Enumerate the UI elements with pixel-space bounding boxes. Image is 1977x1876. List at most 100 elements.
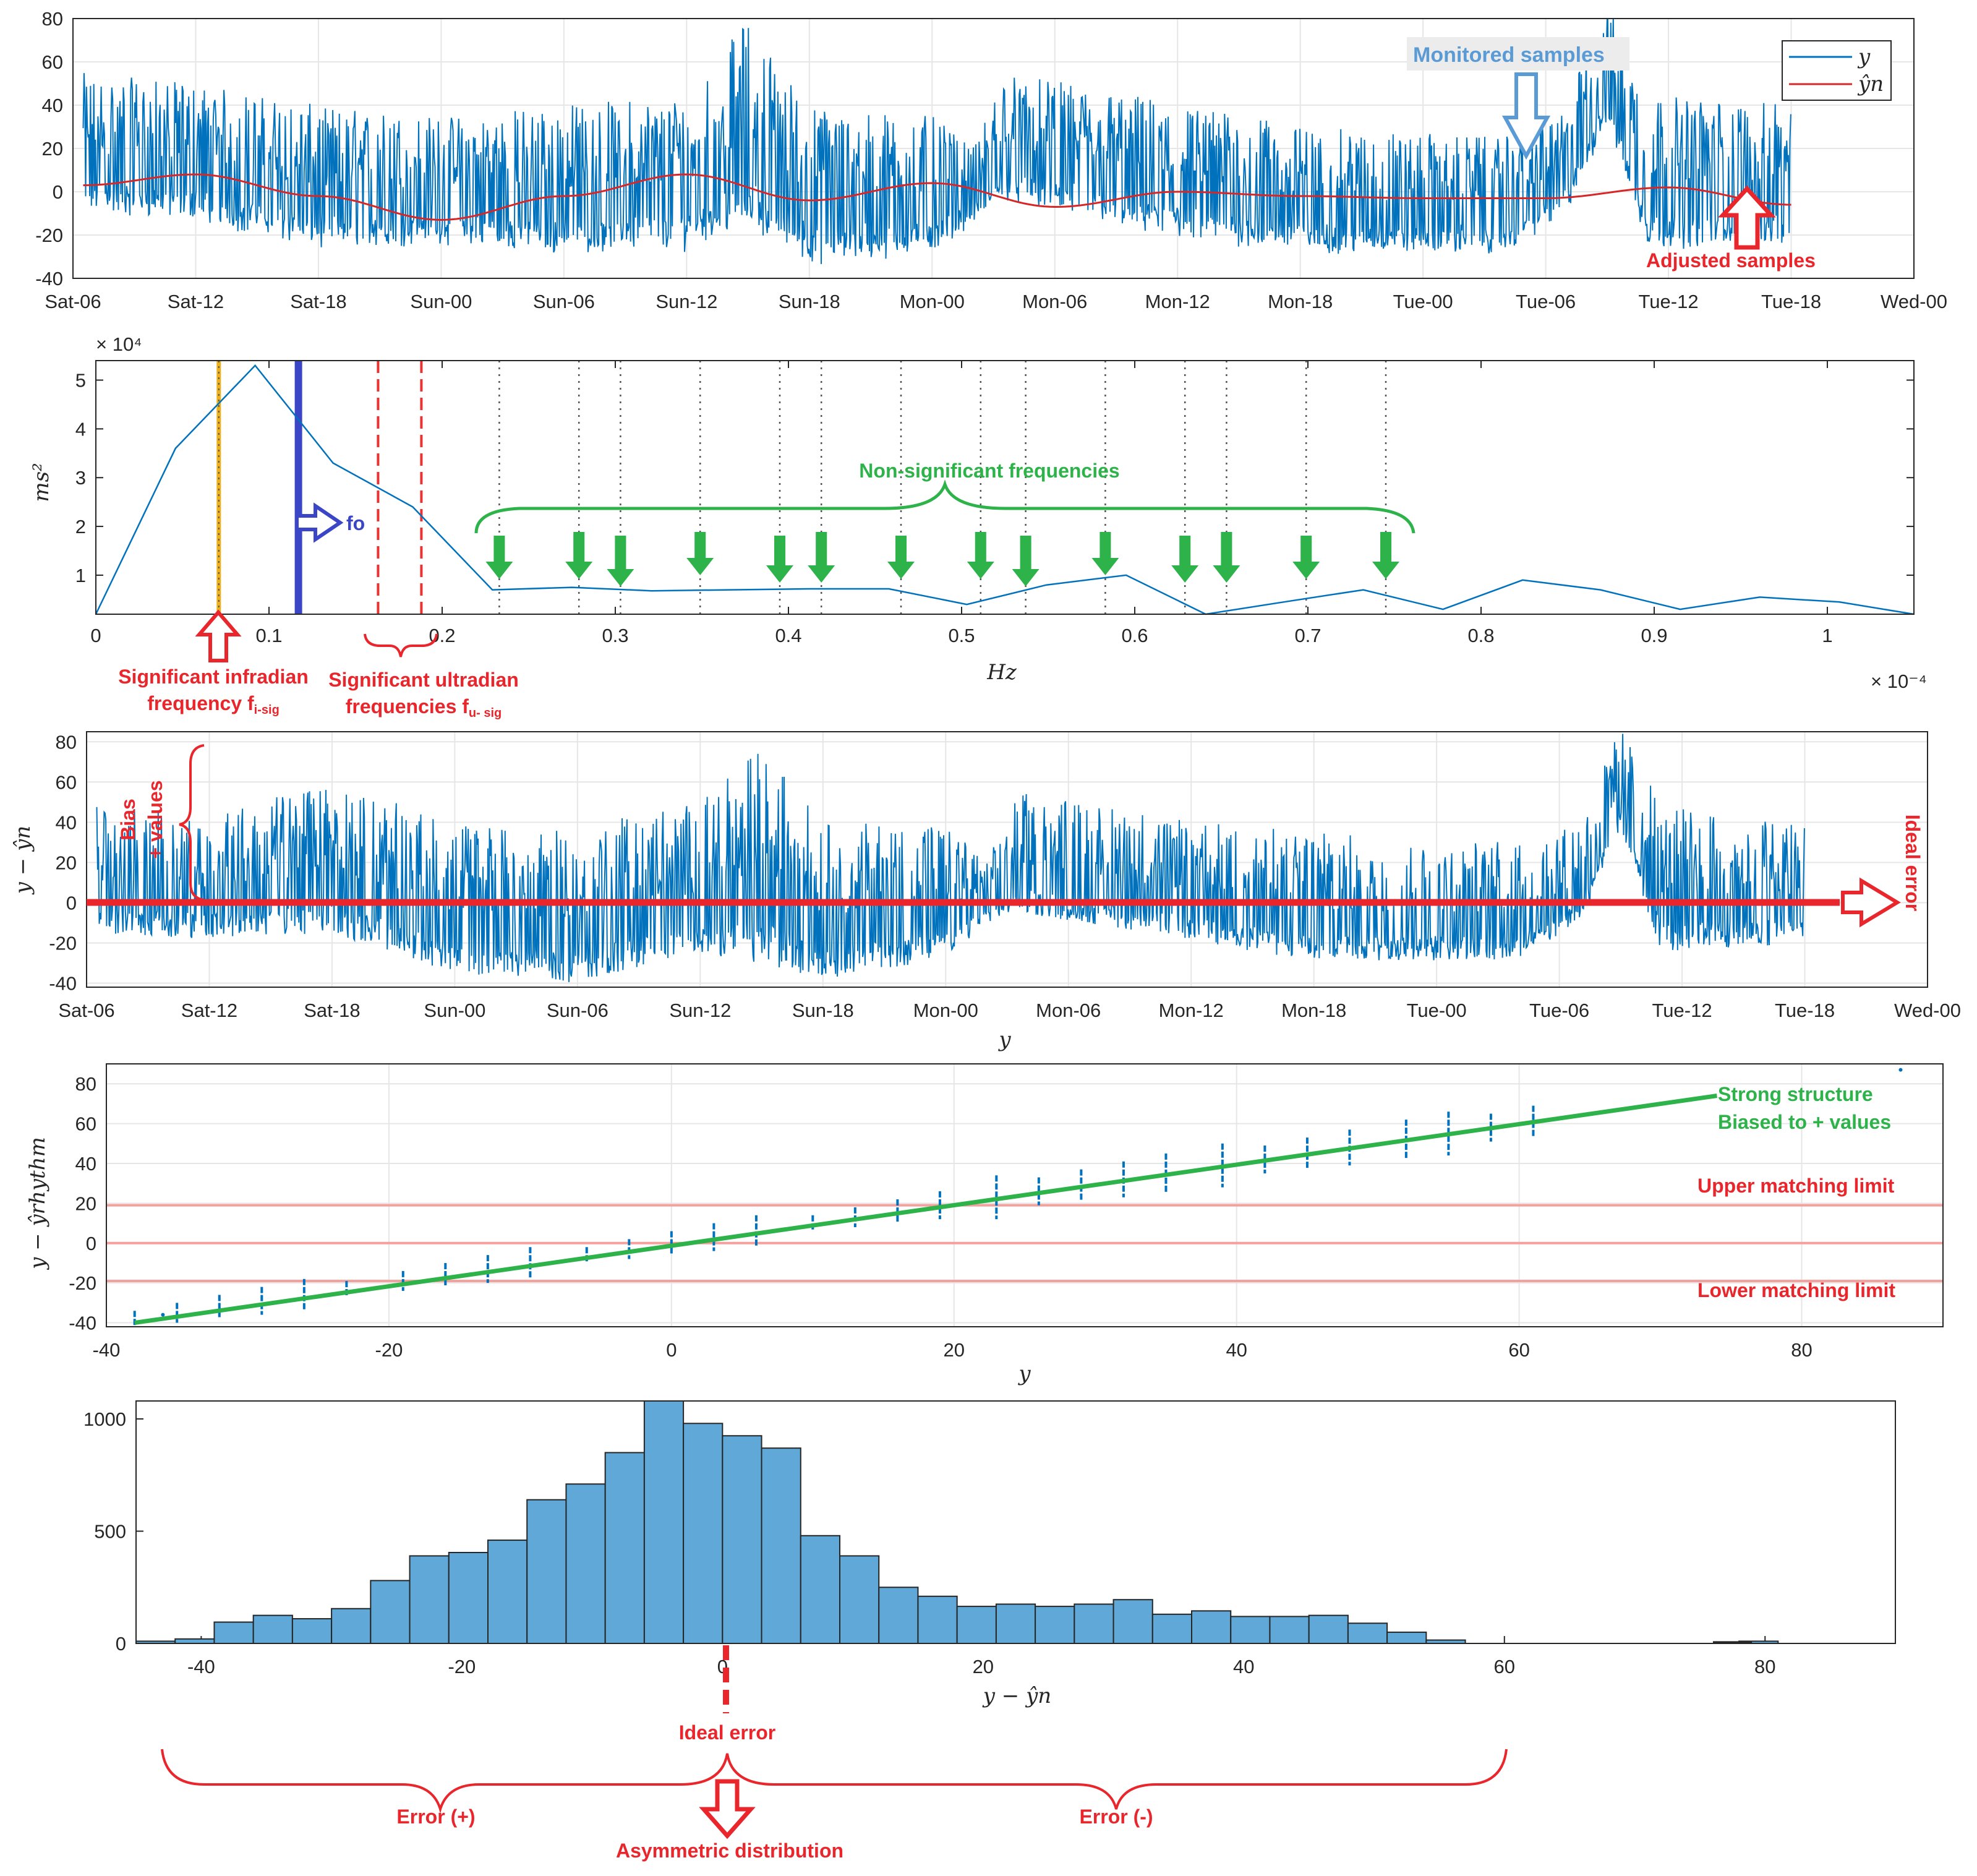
- spectrum-xtick-label: 0.7: [1294, 625, 1321, 646]
- timeseries-axes-frame: [72, 18, 1915, 279]
- spectrum-axes-frame: [95, 360, 1915, 615]
- fit-line: [134, 1094, 1717, 1326]
- histogram-bar: [643, 1400, 685, 1644]
- upper-limit-label: Upper matching limit: [1697, 1175, 1895, 1197]
- scatter-ytick-label: 40: [75, 1153, 96, 1175]
- bias-label-line2: + values: [144, 780, 166, 859]
- down-arrow-icon: [686, 532, 714, 575]
- residual-ytick-label: -20: [49, 932, 77, 954]
- histogram-bar: [839, 1555, 880, 1644]
- residual-xtick-label: Sat-06: [58, 1000, 114, 1021]
- legend-y-label: y: [1857, 45, 1871, 69]
- histogram-bar: [604, 1452, 645, 1644]
- spectrum-ytick-label: 3: [75, 467, 86, 489]
- scatter-ytick-label: 60: [75, 1113, 96, 1135]
- histogram-bar: [800, 1535, 841, 1645]
- residual-xtick-label: Sat-12: [181, 1000, 237, 1021]
- timeseries-ytick-label: 0: [53, 181, 63, 203]
- residual-axes-frame: [86, 731, 1928, 988]
- ideal-error-arrow-icon: [1841, 877, 1901, 928]
- ultradian-brace: [364, 633, 438, 657]
- histogram-bar: [1112, 1599, 1153, 1644]
- scatter-xtick-label: 20: [944, 1339, 965, 1361]
- timeseries-ytick-label: -40: [35, 268, 63, 289]
- scatter-ytick-label: -40: [69, 1313, 96, 1334]
- ultradian-label-line1: Significant ultradian: [328, 669, 519, 691]
- non-significant-brace: [474, 479, 1415, 534]
- residual-xtick-label: Sun-06: [547, 1000, 608, 1021]
- histogram-ytick-label: 0: [116, 1633, 126, 1655]
- residual-ytick-label: 0: [66, 892, 77, 914]
- down-arrow-icon: [1213, 532, 1240, 583]
- down-arrow-icon: [887, 536, 915, 579]
- timeseries-xtick-label: Tue-12: [1639, 291, 1699, 312]
- scatter-ytick-label: -20: [69, 1272, 96, 1294]
- timeseries-xtick-label: Mon-12: [1145, 291, 1210, 312]
- histogram-bar: [213, 1621, 254, 1645]
- down-arrow-icon: [565, 532, 593, 579]
- residual-xtick-label: Mon-18: [1281, 1000, 1346, 1021]
- scatter-xtick-label: 80: [1791, 1339, 1812, 1361]
- timeseries-xtick-label: Sat-18: [290, 291, 346, 312]
- spectrum-xtick-label: 1: [1822, 625, 1832, 646]
- error-positive-label: Error (+): [396, 1805, 475, 1828]
- histogram-xtick-label: 20: [973, 1656, 994, 1677]
- timeseries-y-series: [82, 19, 1791, 264]
- timeseries-xtick-label: Sat-12: [168, 291, 224, 312]
- scatter-ytick-label: 0: [86, 1233, 96, 1254]
- histogram-bar: [1386, 1631, 1427, 1644]
- biased-label: Biased to + values: [1718, 1111, 1891, 1133]
- timeseries-xtick-label: Sat-06: [45, 291, 101, 312]
- residual-panel: 80 60 40 20 0 -20 -40 Sat-06 Sat-12 Sat-18 Sun-00 S…: [11, 731, 1961, 1052]
- residual-xtick-label: Tue-06: [1529, 1000, 1589, 1021]
- timeseries-xtick-label: Tue-06: [1516, 291, 1576, 312]
- histogram-xtick-label: -20: [448, 1656, 476, 1677]
- timeseries-yhat-series: [83, 173, 1791, 221]
- timeseries-ytick-label: 40: [42, 95, 63, 116]
- residual-ytick-label: 60: [56, 771, 77, 793]
- histogram-xtick-label: 40: [1233, 1656, 1254, 1677]
- scatter-point: [1898, 1068, 1903, 1072]
- monitored-arrow-icon: [1501, 72, 1551, 160]
- residual-xtick-label: Sun-12: [669, 1000, 731, 1021]
- spectrum-ytick-label: 4: [75, 418, 86, 440]
- down-arrow-icon: [485, 536, 513, 579]
- legend-box: [1782, 40, 1892, 101]
- down-arrow-icon: [1091, 532, 1119, 575]
- timeseries-ytick-label: 20: [42, 138, 63, 160]
- scatter-y-label: y − ŷrhythm: [25, 1137, 50, 1270]
- down-arrow-icon: [1292, 536, 1320, 579]
- spectrum-xtick-label: 0.3: [602, 625, 628, 646]
- residual-ytick-label: 40: [56, 812, 77, 833]
- spectrum-xtick-label: 0: [90, 625, 101, 646]
- down-arrow-icon: [967, 532, 994, 579]
- residual-xtick-label: Tue-18: [1775, 1000, 1835, 1021]
- histogram-bar: [565, 1483, 606, 1645]
- histogram-ytick-label: 1000: [83, 1408, 126, 1430]
- histogram-axes-frame: [135, 1400, 1896, 1644]
- residual-xtick-label: Sun-00: [424, 1000, 485, 1021]
- spectrum-xtick-label: 0.5: [948, 625, 975, 646]
- adjusted-arrow-icon: [1718, 185, 1776, 250]
- residual-ytick-label: 20: [56, 852, 77, 873]
- fo-arrow-icon: [295, 502, 344, 543]
- histogram-x-label: y − ŷn: [982, 1684, 1051, 1708]
- bias-brace: [179, 744, 205, 901]
- bias-label-line1: Bias: [117, 799, 139, 841]
- residual-xtick-label: Sat-18: [304, 1000, 360, 1021]
- down-arrow-icon: [808, 532, 835, 583]
- scatter-xtick-label: 60: [1508, 1339, 1529, 1361]
- histogram-bar: [487, 1540, 528, 1645]
- timeseries-xtick-label: Sun-00: [410, 291, 472, 312]
- histogram-bar: [252, 1614, 293, 1645]
- histogram-bar: [291, 1618, 333, 1644]
- monitored-label-bg: [1407, 37, 1629, 71]
- spectrum-ytick-label: 2: [75, 516, 86, 538]
- scatter-x-label: y: [1017, 1361, 1031, 1386]
- residual-xtick-label: Mon-12: [1159, 1000, 1224, 1021]
- monitored-samples-label: Monitored samples: [1413, 43, 1605, 67]
- hist-ideal-error-label: Ideal error: [679, 1721, 776, 1744]
- residual-x-label: y: [997, 1027, 1011, 1052]
- histogram-bar: [1151, 1613, 1193, 1644]
